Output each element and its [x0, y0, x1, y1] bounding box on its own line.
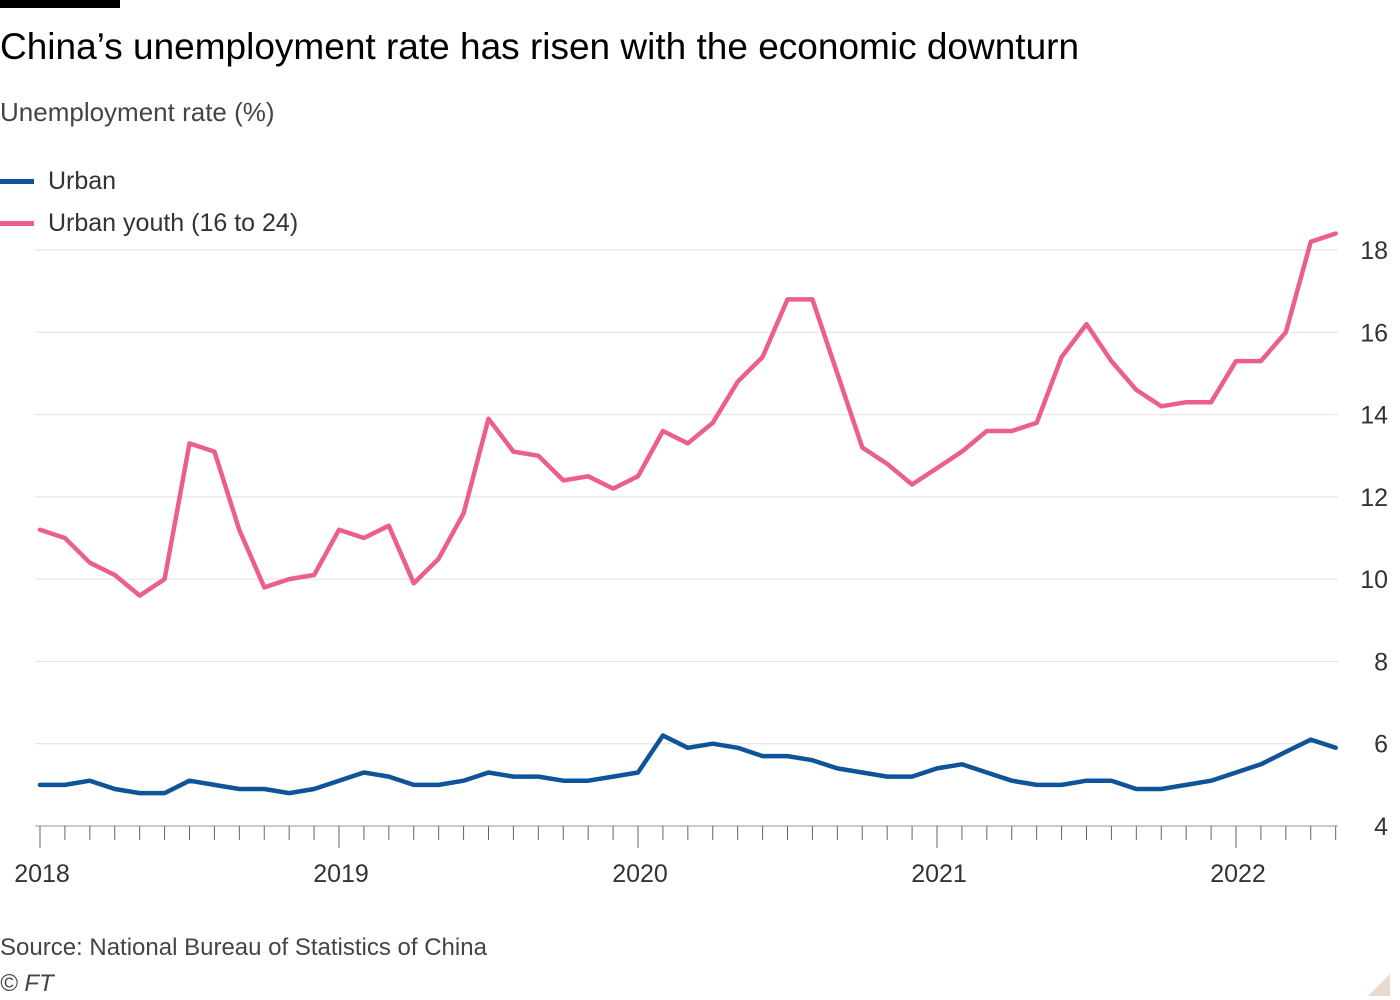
- y-tick-label-6: 6: [1374, 731, 1388, 759]
- corner-fold-icon: [1368, 974, 1390, 996]
- legend-label-urban: Urban: [48, 166, 117, 195]
- y-tick-label-14: 14: [1360, 402, 1388, 430]
- legend-item-urban-youth: Urban youth (16 to 24): [0, 202, 298, 244]
- y-tick-label-16: 16: [1360, 319, 1388, 347]
- x-tick-label-2019: 2019: [313, 860, 369, 888]
- x-tick-label-2022: 2022: [1210, 860, 1266, 888]
- legend-item-urban: Urban: [0, 160, 298, 202]
- chart-title: China’s unemployment rate has risen with…: [0, 26, 1080, 67]
- legend-swatch-urban-youth: [0, 220, 34, 226]
- source-note: Source: National Bureau of Statistics of…: [0, 934, 487, 961]
- header-accent-bar: [0, 0, 120, 8]
- y-tick-label-4: 4: [1374, 813, 1388, 841]
- x-tick-label-2020: 2020: [612, 860, 668, 888]
- x-tick-label-2021: 2021: [911, 860, 967, 888]
- legend-swatch-urban: [0, 178, 34, 184]
- series-line-urban-youth: [37, 231, 1338, 598]
- chart-subtitle: Unemployment rate (%): [0, 97, 275, 127]
- y-tick-label-8: 8: [1374, 648, 1388, 676]
- line-chart: 4 6 8 10 12 14 16 18 2018 2019 2020 2021 2022: [14, 231, 1388, 888]
- chart-legend: Urban Urban youth (16 to 24): [0, 160, 298, 244]
- series-line-urban: [37, 733, 1338, 796]
- y-tick-label-12: 12: [1360, 484, 1388, 512]
- legend-label-urban-youth: Urban youth (16 to 24): [48, 208, 299, 237]
- copyright-credit: © FT: [0, 970, 54, 997]
- y-tick-label-10: 10: [1360, 566, 1388, 594]
- x-tick-label-2018: 2018: [14, 860, 70, 888]
- y-tick-label-18: 18: [1360, 237, 1388, 265]
